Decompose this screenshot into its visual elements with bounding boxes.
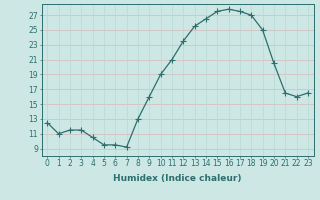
X-axis label: Humidex (Indice chaleur): Humidex (Indice chaleur) [113,174,242,183]
